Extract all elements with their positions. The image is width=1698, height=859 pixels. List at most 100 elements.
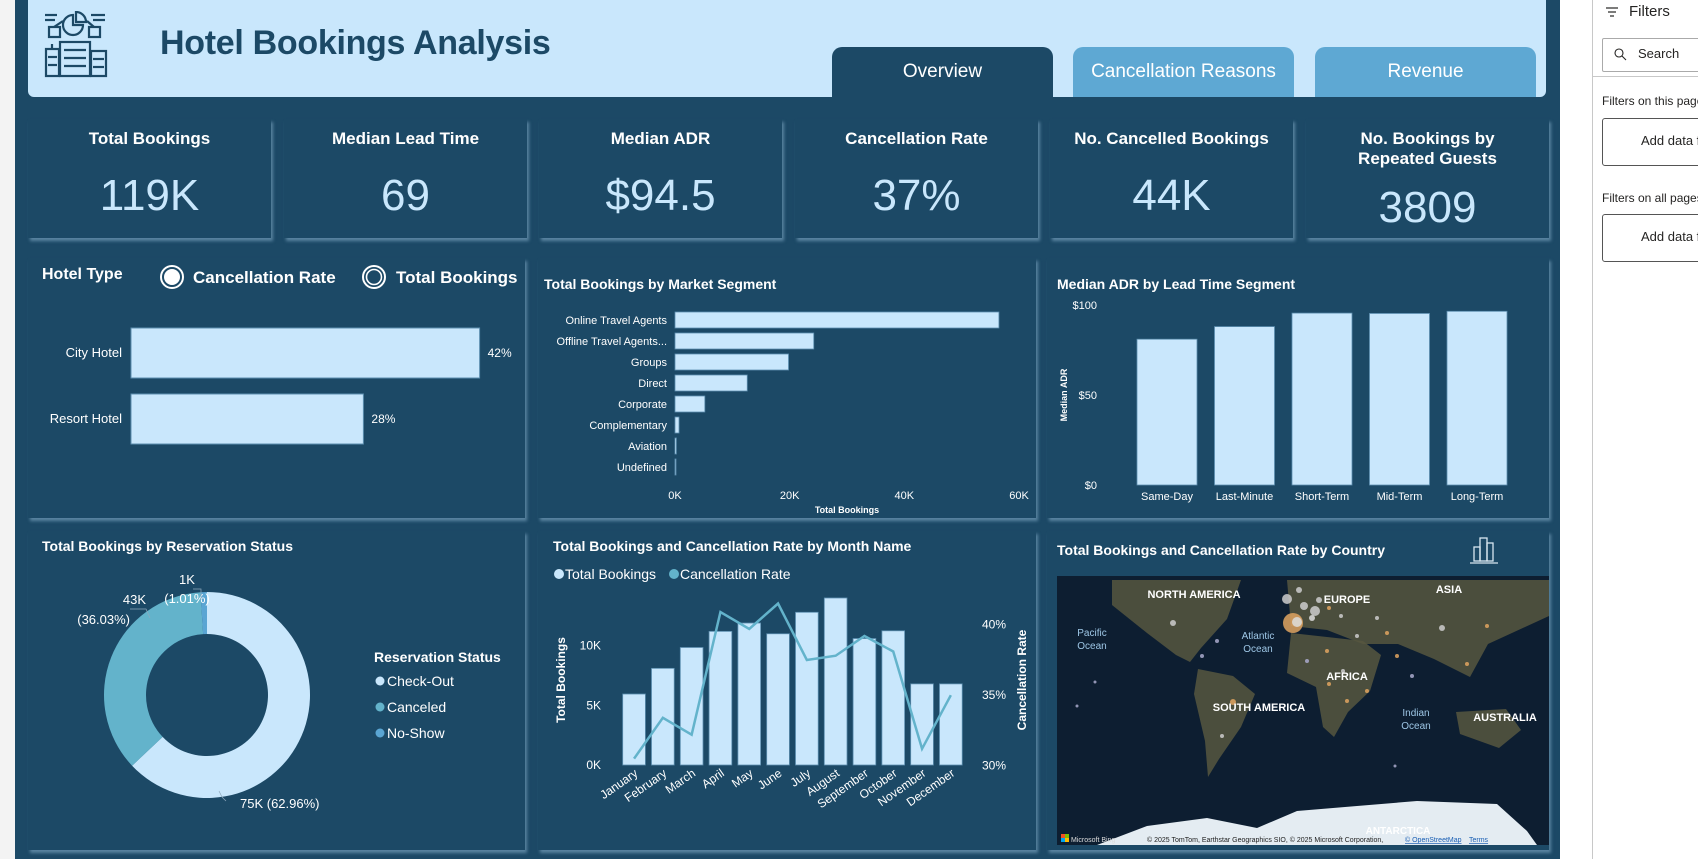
country-bubble[interactable] xyxy=(1093,680,1097,684)
x-axis-title: Total Bookings xyxy=(815,505,879,515)
bar[interactable] xyxy=(622,693,646,766)
country-bubble[interactable] xyxy=(1395,654,1399,658)
bar[interactable] xyxy=(674,458,677,476)
country-bubble[interactable] xyxy=(1341,669,1345,673)
slice-check-out[interactable] xyxy=(132,592,311,798)
bar-city-hotel[interactable] xyxy=(130,327,481,379)
radio-button-icon[interactable] xyxy=(160,265,184,289)
chart-title: Median ADR by Lead Time Segment xyxy=(1057,276,1295,292)
bar[interactable] xyxy=(708,630,733,766)
country-bubble[interactable] xyxy=(1375,616,1379,620)
kpi-title: Median Lead Time xyxy=(331,129,480,148)
bar[interactable] xyxy=(737,622,762,766)
cancellation-rate-line[interactable] xyxy=(633,601,952,760)
country-bubble[interactable] xyxy=(1339,614,1343,618)
country-bubble[interactable] xyxy=(1215,639,1219,643)
country-bubble[interactable] xyxy=(1439,625,1445,631)
bar[interactable] xyxy=(1291,312,1353,486)
bar[interactable] xyxy=(766,633,790,766)
bar[interactable] xyxy=(674,395,706,413)
legend-item-check-out[interactable]: Check-Out xyxy=(375,673,455,689)
country-bubble[interactable] xyxy=(1327,606,1331,610)
filters-all-pages-label: Filters on all pages xyxy=(1602,191,1698,205)
country-bubble[interactable] xyxy=(1075,704,1079,708)
chart-title: Total Bookings by Reservation Status xyxy=(42,538,293,554)
country-bubble[interactable] xyxy=(1170,620,1176,626)
tab-revenue[interactable]: Revenue xyxy=(1315,47,1536,97)
country-bubble[interactable] xyxy=(1305,659,1309,663)
map-attribution: © 2025 TomTom, Earthstar Geographics SIO… xyxy=(1147,836,1383,844)
category-label: Undefined xyxy=(617,462,667,474)
country-bubble[interactable] xyxy=(1310,606,1320,616)
country-bubble[interactable] xyxy=(1385,631,1389,635)
country-bubble[interactable] xyxy=(1282,594,1292,604)
bar-resort-hotel[interactable] xyxy=(130,393,364,445)
filters-search-input[interactable]: Search xyxy=(1602,38,1698,72)
legend-item[interactable]: Cancellation Rate xyxy=(669,566,791,582)
add-filter-this-page[interactable]: Add data fields here xyxy=(1602,118,1698,166)
country-bubble[interactable] xyxy=(1220,734,1224,738)
bar[interactable] xyxy=(679,647,704,766)
country-bubble[interactable] xyxy=(1325,649,1329,653)
tab-overview[interactable]: Overview xyxy=(832,47,1053,97)
country-bubble[interactable] xyxy=(1309,615,1315,621)
chart-title: Hotel Type xyxy=(42,266,123,283)
bar[interactable] xyxy=(674,353,789,371)
tab-cancellation-reasons[interactable]: Cancellation Reasons xyxy=(1073,47,1294,97)
y-tick-label: 0K xyxy=(586,758,601,772)
country-bubble[interactable] xyxy=(1345,699,1349,703)
bar[interactable] xyxy=(674,437,677,455)
radio-button-icon[interactable] xyxy=(362,265,386,289)
bar-chart-icon[interactable] xyxy=(1470,537,1498,564)
data-label: 28% xyxy=(371,412,395,426)
legend-item-no-show[interactable]: No-Show xyxy=(375,725,446,741)
legend-item-canceled[interactable]: Canceled xyxy=(375,699,447,715)
category-label: Offline Travel Agents... xyxy=(557,336,667,348)
bar[interactable] xyxy=(1446,310,1508,486)
country-bubble[interactable] xyxy=(1410,674,1414,678)
country-bubble[interactable] xyxy=(1296,587,1302,593)
bar[interactable] xyxy=(1369,313,1430,486)
bar[interactable] xyxy=(1136,338,1198,486)
kpi-median-lead-time: Median Lead Time 69 xyxy=(284,119,527,238)
country-bubble[interactable] xyxy=(1327,682,1331,686)
bar[interactable] xyxy=(881,630,906,766)
bar[interactable] xyxy=(674,416,680,434)
slice-no-show[interactable] xyxy=(200,592,207,635)
bar[interactable] xyxy=(674,332,815,350)
bar[interactable] xyxy=(795,611,819,766)
bar[interactable] xyxy=(674,374,748,392)
bar[interactable] xyxy=(823,597,848,766)
bar[interactable] xyxy=(674,311,1000,329)
country-bubble[interactable] xyxy=(1300,602,1308,610)
slice-canceled[interactable] xyxy=(103,592,204,766)
x-tick-label: 20K xyxy=(780,490,800,502)
country-bubble[interactable] xyxy=(1465,662,1469,666)
legend-item[interactable]: Total Bookings xyxy=(554,566,656,582)
country-bubble[interactable] xyxy=(1485,624,1489,628)
toggle-total-bookings[interactable]: Total Bookings xyxy=(362,265,518,289)
add-filter-all-pages[interactable]: Add data fields here xyxy=(1602,214,1698,262)
toggle-cancellation-rate[interactable]: Cancellation Rate xyxy=(160,265,336,289)
country-bubble[interactable] xyxy=(1200,654,1204,658)
country-bubble[interactable] xyxy=(1292,617,1302,627)
bar[interactable] xyxy=(852,638,877,766)
legend-label: Check-Out xyxy=(387,673,454,689)
bing-logo-icon xyxy=(1065,834,1069,838)
radio-ring xyxy=(365,268,383,286)
map-label: ASIA xyxy=(1436,584,1462,596)
map-label: AFRICA xyxy=(1326,671,1368,683)
country-bubble[interactable] xyxy=(1393,764,1397,768)
country-bubble[interactable] xyxy=(1365,689,1369,693)
country-map: Total Bookings and Cancellation Rate by … xyxy=(1057,537,1549,845)
map-viewport[interactable]: NORTH AMERICA EUROPE ASIA Pacific Ocean Atlan… xyxy=(1057,576,1549,845)
bar[interactable] xyxy=(910,683,934,766)
country-bubble[interactable] xyxy=(1355,634,1359,638)
map-label: SOUTH AMERICA xyxy=(1213,702,1306,714)
terms-link[interactable]: Terms xyxy=(1469,837,1489,844)
country-bubble[interactable] xyxy=(1230,699,1236,705)
openstreetmap-link[interactable]: © OpenStreetMap xyxy=(1405,836,1462,844)
bar[interactable] xyxy=(1214,326,1275,486)
legend-marker xyxy=(375,676,385,686)
country-bubble[interactable] xyxy=(1316,597,1322,603)
